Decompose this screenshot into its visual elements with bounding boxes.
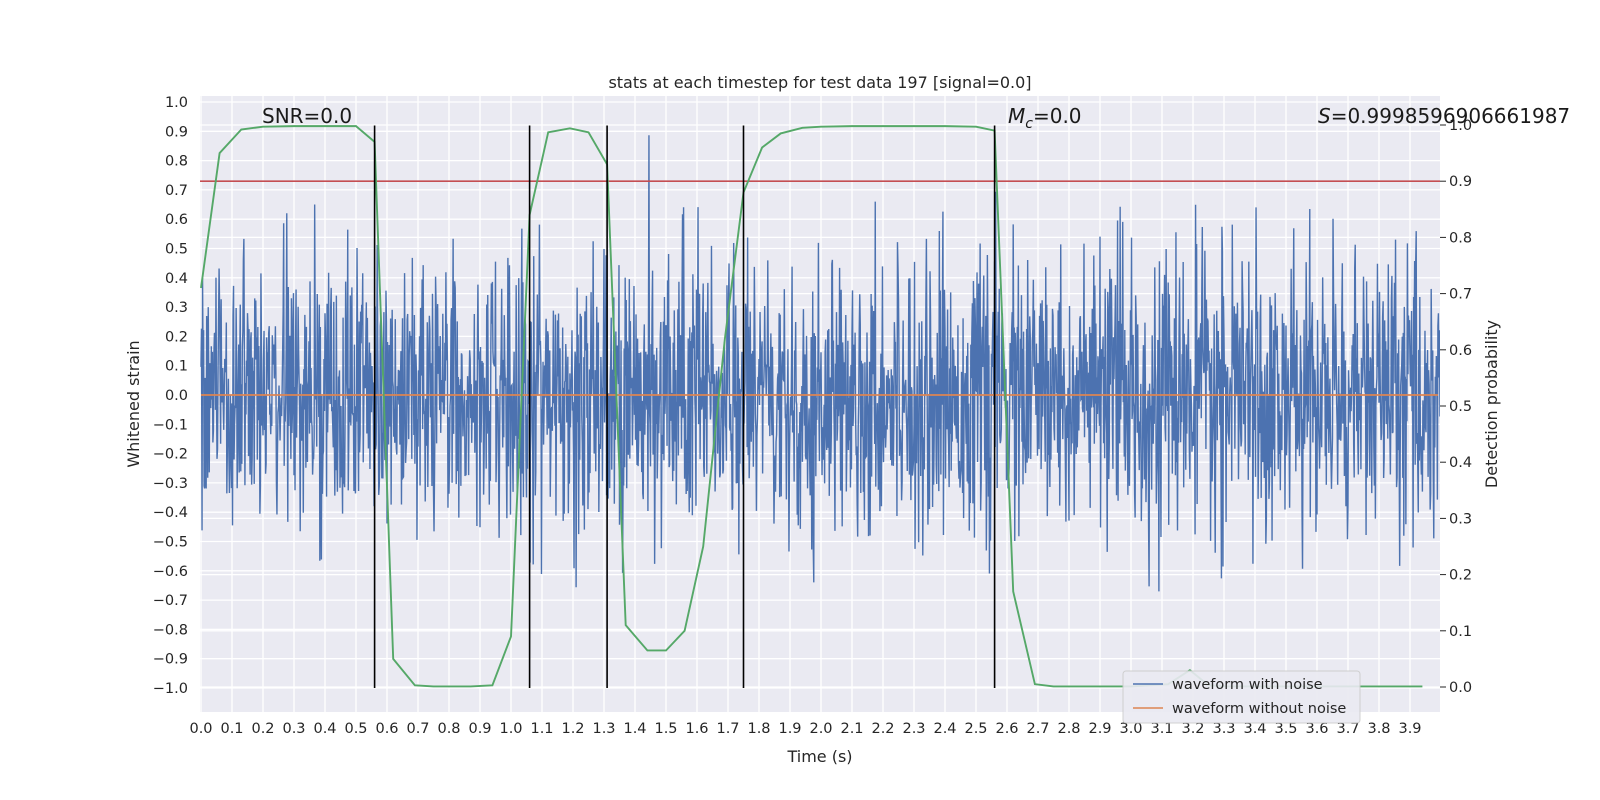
x-tick-label: 3.0 <box>1119 721 1142 737</box>
legend-label-noise: waveform with noise <box>1172 677 1323 693</box>
snr-annotation: SNR=0.0 <box>262 104 352 128</box>
x-tick-label: 2.3 <box>902 721 925 737</box>
y-tick-label: −0.4 <box>153 505 188 521</box>
right-tick-label: 0.6 <box>1449 343 1472 359</box>
y-tick-label: −0.6 <box>153 564 188 580</box>
tick-labels: 0.0 0.1 0.2 0.3 0.4 0.5 0.6 0.7 0.8 0.9 1.0 1.1 1.2 1… <box>153 95 1472 737</box>
chirp-mass-annotation: Mc=0.0 <box>1008 104 1082 132</box>
y-tick-label: 1.0 <box>165 95 188 111</box>
right-tick-label: 0.7 <box>1449 287 1472 303</box>
y-tick-label: 0.0 <box>165 388 188 404</box>
x-tick-label: 2.2 <box>871 721 894 737</box>
y-tick-label: −0.7 <box>153 593 188 609</box>
y-tick-label: 0.4 <box>165 271 188 287</box>
x-tick-label: 3.1 <box>1150 721 1173 737</box>
legend-label-clean: waveform without noise <box>1172 701 1346 717</box>
x-tick-label: 0.7 <box>406 721 429 737</box>
score-annotation: S=0.9998596906661987 <box>1318 104 1570 128</box>
right-tick-label: 0.3 <box>1449 511 1472 527</box>
y-tick-label: 0.2 <box>165 329 188 345</box>
x-tick-label: 1.0 <box>499 721 522 737</box>
x-tick-label: 1.8 <box>747 721 770 737</box>
x-tick-label: 1.9 <box>778 721 801 737</box>
x-tick-label: 1.3 <box>592 721 615 737</box>
right-tick-label: 0.1 <box>1449 624 1472 640</box>
x-tick-label: 2.4 <box>933 721 956 737</box>
x-tick-label: 3.6 <box>1305 721 1328 737</box>
chirp-mass-symbol: M <box>1008 104 1025 128</box>
y-tick-label: −0.3 <box>153 476 188 492</box>
y-tick-label: 0.7 <box>165 183 188 199</box>
x-axis-label: Time (s) <box>786 747 852 766</box>
chirp-mass-value: =0.0 <box>1033 104 1082 128</box>
y-tick-label: 0.6 <box>165 212 188 228</box>
x-tick-label: 2.5 <box>964 721 987 737</box>
x-tick-label: 2.0 <box>809 721 832 737</box>
x-tick-label: 0.0 <box>189 721 212 737</box>
right-tick-label: 0.8 <box>1449 230 1472 246</box>
x-tick-label: 1.4 <box>623 721 646 737</box>
x-tick-label: 3.2 <box>1181 721 1204 737</box>
right-tick-label: 0.4 <box>1449 455 1472 471</box>
x-tick-label: 3.8 <box>1367 721 1390 737</box>
chart-title: stats at each timestep for test data 197… <box>608 73 1031 92</box>
x-tick-label: 1.2 <box>561 721 584 737</box>
legend: waveform with noise waveform without noi… <box>1122 670 1361 724</box>
x-tick-label: 3.4 <box>1243 721 1266 737</box>
y-tick-label: −0.8 <box>153 622 188 638</box>
score-value: =0.9998596906661987 <box>1331 104 1570 128</box>
right-tick-label: 0.9 <box>1449 174 1472 190</box>
right-tick-label: 1.0 <box>1449 118 1472 134</box>
x-tick-label: 3.9 <box>1398 721 1421 737</box>
x-tick-label: 2.7 <box>1026 721 1049 737</box>
x-tick-label: 2.8 <box>1057 721 1080 737</box>
x-tick-label: 0.3 <box>282 721 305 737</box>
x-tick-label: 0.2 <box>251 721 274 737</box>
right-tick-label: 0.0 <box>1449 680 1472 696</box>
y-tick-label: −0.9 <box>153 652 188 668</box>
x-tick-label: 0.8 <box>437 721 460 737</box>
x-tick-label: 3.7 <box>1336 721 1359 737</box>
right-tick-label: 0.5 <box>1449 399 1472 415</box>
x-tick-label: 2.1 <box>840 721 863 737</box>
y-tick-label: 0.1 <box>165 359 188 375</box>
y-tick-label: 0.9 <box>165 124 188 140</box>
legend-box <box>1122 670 1361 724</box>
noisy-waveform-line <box>200 135 1440 592</box>
x-tick-label: 0.5 <box>344 721 367 737</box>
x-tick-label: 1.6 <box>685 721 708 737</box>
x-tick-label: 2.6 <box>995 721 1018 737</box>
x-tick-label: 0.4 <box>313 721 336 737</box>
y-tick-label: −0.1 <box>153 417 188 433</box>
x-tick-label: 2.9 <box>1088 721 1111 737</box>
x-tick-label: 1.5 <box>654 721 677 737</box>
y-tick-label: 0.5 <box>165 242 188 258</box>
y-tick-label: −0.2 <box>153 447 188 463</box>
right-tick-label: 0.2 <box>1449 568 1472 584</box>
x-tick-label: 0.6 <box>375 721 398 737</box>
x-tick-label: 3.5 <box>1274 721 1297 737</box>
y-axis-label: Whitened strain <box>124 340 143 467</box>
y-tick-label: −0.5 <box>153 535 188 551</box>
y-tick-label: 0.8 <box>165 154 188 170</box>
x-tick-label: 1.1 <box>530 721 553 737</box>
x-tick-label: 0.9 <box>468 721 491 737</box>
x-tick-label: 1.7 <box>716 721 739 737</box>
chirp-mass-subscript: c <box>1025 116 1033 132</box>
score-symbol: S <box>1318 104 1331 128</box>
right-y-axis-label: Detection probability <box>1482 320 1501 488</box>
y-tick-label: −1.0 <box>153 681 188 697</box>
x-tick-label: 3.3 <box>1212 721 1235 737</box>
x-tick-label: 0.1 <box>220 721 243 737</box>
y-tick-label: 0.3 <box>165 300 188 316</box>
